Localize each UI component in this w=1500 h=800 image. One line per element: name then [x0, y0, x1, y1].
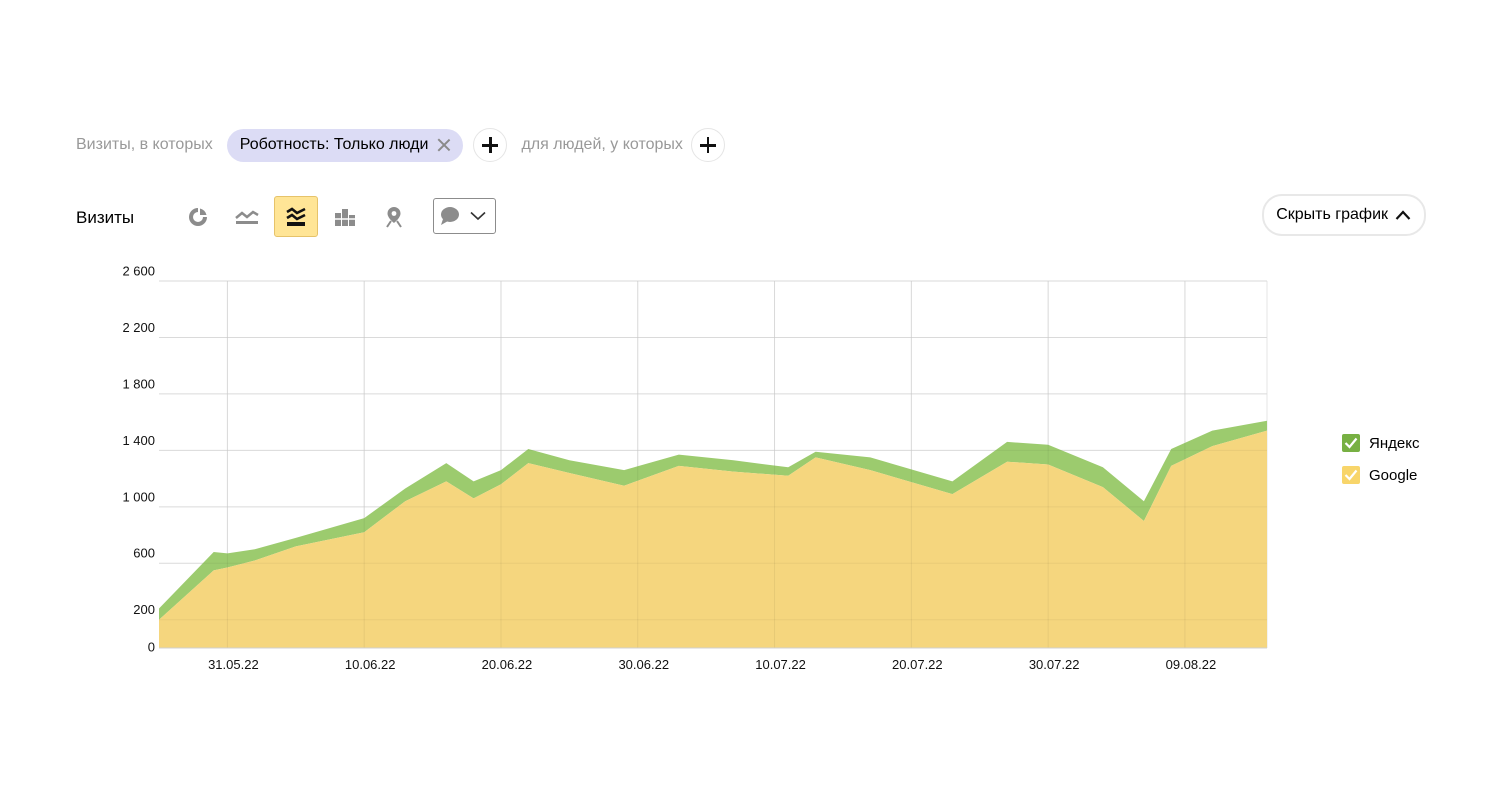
legend-item-yandex[interactable]: Яндекс: [1342, 434, 1419, 452]
x-tick-label: 30.06.22: [618, 657, 669, 672]
chart-areas: [159, 280, 1267, 648]
filter-prefix-label: Визиты, в которых: [76, 136, 213, 153]
x-tick-label: 10.07.22: [755, 657, 806, 672]
area-series-google: [159, 430, 1267, 648]
view-pie-button[interactable]: [176, 196, 220, 237]
map-pin-icon: [386, 206, 402, 228]
y-tick-label: 0: [148, 639, 155, 654]
hide-chart-label: Скрыть график: [1276, 206, 1388, 223]
annotations-dropdown[interactable]: [433, 198, 496, 234]
line-chart-icon: [235, 209, 259, 224]
y-tick-label: 2 200: [122, 320, 155, 335]
hide-chart-button[interactable]: Скрыть график: [1262, 194, 1426, 236]
view-map-button[interactable]: [372, 196, 416, 237]
y-tick-label: 2 600: [122, 263, 155, 278]
checkbox-checked-icon[interactable]: [1342, 466, 1360, 484]
stacked-area-icon: [286, 206, 306, 226]
filter-chip-robotness[interactable]: Роботность: Только люди: [226, 128, 464, 162]
metric-title: Визиты: [76, 208, 135, 227]
filter-bar: Визиты, в которых Роботность: Только люд…: [76, 127, 725, 163]
add-visit-filter-button[interactable]: [473, 128, 508, 162]
x-tick-label: 31.05.22: [208, 657, 259, 672]
x-tick-label: 20.07.22: [892, 657, 943, 672]
y-tick-label: 1 400: [122, 433, 155, 448]
chart-legend: Яндекс Google: [1342, 434, 1419, 498]
legend-label: Яндекс: [1369, 434, 1420, 452]
y-tick-label: 200: [133, 602, 155, 617]
view-stacked-bar-button[interactable]: [323, 196, 367, 237]
y-tick-label: 1 000: [122, 489, 155, 504]
legend-label: Google: [1369, 466, 1418, 484]
y-tick-label: 1 800: [122, 376, 155, 391]
filter-chip-label: Роботность: Только люди: [239, 136, 429, 153]
x-tick-label: 09.08.22: [1166, 657, 1217, 672]
pie-chart-icon: [189, 207, 207, 226]
chevron-down-icon: [470, 211, 486, 221]
legend-item-google[interactable]: Google: [1342, 466, 1419, 484]
chevron-up-icon: [1395, 210, 1411, 220]
speech-bubble-icon: [441, 207, 459, 225]
x-tick-label: 30.07.22: [1029, 657, 1080, 672]
x-tick-label: 10.06.22: [345, 657, 396, 672]
checkbox-checked-icon[interactable]: [1342, 434, 1360, 452]
chart-toolbar: Визиты: [76, 194, 1426, 237]
x-tick-label: 20.06.22: [482, 657, 533, 672]
axes: 0 200 600 1 000 1 400 1 800 2 200 2 600 31.05.22…: [122, 263, 1267, 672]
stacked-bar-icon: [334, 208, 356, 226]
view-stacked-area-button[interactable]: [274, 196, 318, 237]
y-tick-label: 600: [133, 546, 155, 561]
area-series-yandex: [159, 420, 1267, 620]
people-filter-label: для людей, у которых: [521, 136, 683, 153]
view-line-button[interactable]: [225, 196, 269, 237]
add-people-filter-button[interactable]: [690, 128, 725, 162]
